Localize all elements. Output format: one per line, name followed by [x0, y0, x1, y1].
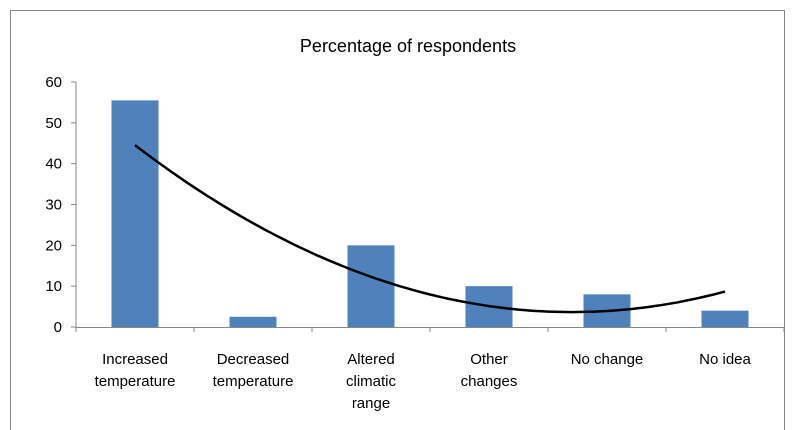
y-tick-label: 50 [45, 115, 62, 132]
x-tick-label-line: temperature [95, 373, 176, 390]
x-tick-label-line: range [352, 395, 390, 412]
y-tick-label: 10 [45, 278, 62, 295]
x-tick-label-line: changes [461, 373, 518, 390]
x-tick-label: No idea [699, 351, 751, 368]
y-tick-label: 0 [54, 319, 62, 336]
bar [111, 100, 159, 327]
x-tick-label-line: No idea [699, 351, 751, 368]
trend-line [134, 144, 726, 314]
x-tick-label-line: Altered [347, 351, 395, 368]
x-tick-label-line: Other [470, 351, 508, 368]
x-tick-label: No change [571, 351, 644, 368]
y-tick-label: 60 [45, 74, 62, 91]
x-tick-label-line: climatic [346, 373, 397, 390]
bar [701, 310, 749, 327]
x-tick-label-line: Increased [102, 351, 168, 368]
y-tick-label: 30 [45, 197, 62, 214]
x-tick-label: Other changes [461, 351, 518, 390]
x-tick-label: Decreased temperature [213, 351, 294, 390]
x-tick-label: Increased temperature [95, 351, 176, 390]
bar [347, 245, 395, 327]
chart-title: Percentage of respondents [300, 36, 516, 56]
y-tick-label: 40 [45, 156, 62, 173]
x-tick-label-line: No change [571, 351, 644, 368]
bar [229, 316, 277, 327]
x-tick-label: Altered climatic range [346, 351, 397, 412]
x-tick-label-line: temperature [213, 373, 294, 390]
x-tick-label-line: Decreased [217, 351, 290, 368]
y-tick-label: 20 [45, 237, 62, 254]
